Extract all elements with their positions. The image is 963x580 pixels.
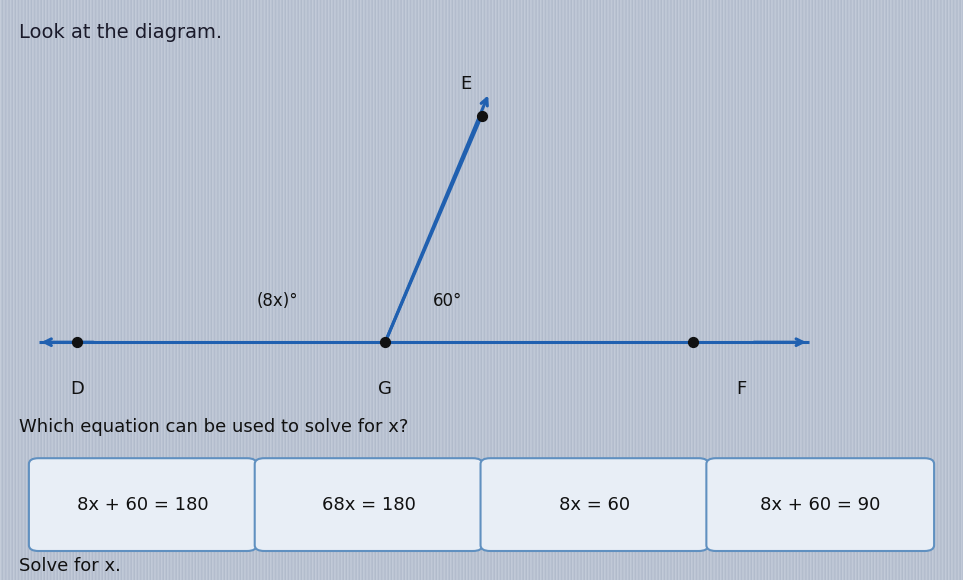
FancyBboxPatch shape	[29, 458, 257, 551]
Text: Which equation can be used to solve for x?: Which equation can be used to solve for …	[19, 418, 408, 436]
Text: Look at the diagram.: Look at the diagram.	[19, 23, 222, 42]
Text: F: F	[737, 380, 746, 398]
Text: E: E	[460, 75, 472, 93]
Text: 8x + 60 = 90: 8x + 60 = 90	[760, 495, 880, 514]
Point	[686, 338, 701, 347]
FancyBboxPatch shape	[254, 458, 482, 551]
Point	[69, 338, 85, 347]
Text: G: G	[378, 380, 392, 398]
Text: Solve for x.: Solve for x.	[19, 557, 121, 575]
Text: (8x)°: (8x)°	[257, 292, 299, 310]
Text: D: D	[70, 380, 84, 398]
Text: 8x + 60 = 180: 8x + 60 = 180	[77, 495, 209, 514]
Point	[377, 338, 393, 347]
FancyBboxPatch shape	[481, 458, 709, 551]
Text: 8x = 60: 8x = 60	[559, 495, 630, 514]
FancyBboxPatch shape	[707, 458, 934, 551]
Point	[474, 111, 489, 121]
Text: 68x = 180: 68x = 180	[322, 495, 415, 514]
Text: 60°: 60°	[433, 292, 463, 310]
